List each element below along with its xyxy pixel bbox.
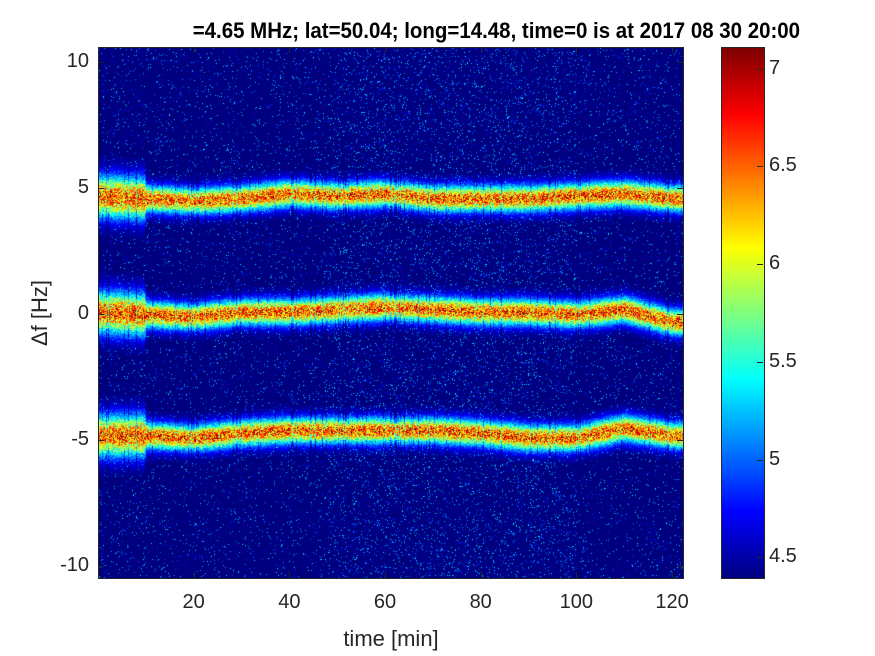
colorbar-tick-label: 4.5 (769, 545, 797, 568)
x-tick-mark (672, 47, 674, 53)
colorbar-tick-label: 6 (769, 252, 781, 275)
x-tick-mark (576, 47, 578, 53)
y-tick-label: 0 (77, 302, 89, 325)
x-tick-label: 80 (469, 591, 492, 613)
spectrogram-heatmap (98, 47, 684, 579)
x-tick-mark (576, 572, 578, 578)
x-tick-label: 40 (278, 591, 301, 613)
x-tick-mark (193, 47, 195, 53)
chart-title: =4.65 MHz; lat=50.04; long=14.48, time=0… (192, 18, 800, 43)
x-tick-mark (385, 47, 387, 53)
colorbar-tick-label: 5 (769, 447, 781, 470)
x-tick-mark (672, 572, 674, 578)
x-tick-label: 120 (655, 591, 689, 613)
x-tick-mark (385, 572, 387, 578)
x-tick-mark (289, 47, 291, 53)
x-tick-mark (193, 572, 195, 578)
y-tick-mark (98, 440, 104, 442)
y-tick-mark (98, 188, 104, 190)
x-tick-mark (480, 47, 482, 53)
colorbar-tick-mark (757, 557, 763, 559)
x-tick-label: 100 (559, 591, 594, 613)
y-tick-label: 5 (77, 176, 89, 199)
x-tick-label: 20 (182, 591, 205, 613)
y-tick-label: 10 (66, 50, 89, 73)
y-tick-label: -5 (71, 428, 89, 451)
colorbar-tick-mark (757, 264, 763, 266)
plot-axes-frame (98, 47, 684, 579)
colorbar-tick-label: 6.5 (769, 154, 797, 177)
y-tick-mark (677, 188, 683, 190)
colorbar-tick-mark (757, 166, 763, 168)
y-tick-mark (98, 566, 104, 568)
colorbar-tick-mark (757, 459, 763, 461)
y-tick-label: -10 (60, 554, 89, 577)
x-tick-mark (289, 572, 291, 578)
x-tick-mark (480, 572, 482, 578)
x-tick-label: 60 (373, 591, 397, 613)
colorbar-tick-label: 7 (769, 56, 781, 79)
y-tick-mark (98, 62, 104, 64)
colorbar-tick-label: 5.5 (769, 349, 797, 372)
y-tick-mark (677, 440, 683, 442)
y-tick-mark (677, 62, 683, 64)
y-tick-mark (677, 566, 683, 568)
y-axis-label: Δf [Hz] (27, 279, 52, 347)
colorbar-tick-mark (757, 361, 763, 363)
colorbar-tick-mark (757, 68, 763, 70)
y-tick-mark (98, 314, 104, 316)
colorbar (721, 47, 765, 579)
y-tick-mark (677, 314, 683, 316)
